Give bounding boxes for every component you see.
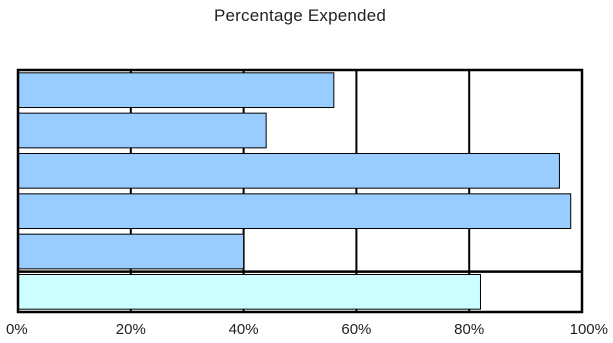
x-tick-label: 20% bbox=[116, 321, 146, 338]
bar bbox=[17, 152, 560, 189]
chart-title: Percentage Expended bbox=[213, 6, 387, 25]
bar bbox=[17, 193, 572, 230]
x-tick-label: 40% bbox=[229, 321, 259, 338]
x-axis-ticks: 0% 20% 40% 60% 80% 100% bbox=[6, 321, 608, 338]
bar bbox=[17, 233, 245, 270]
plot-border bbox=[16, 68, 584, 314]
x-tick-label: 80% bbox=[454, 321, 484, 338]
x-tick-label: 60% bbox=[341, 321, 371, 338]
bars bbox=[17, 72, 572, 310]
bar bbox=[17, 72, 335, 109]
bar bbox=[17, 112, 267, 149]
bar bbox=[17, 273, 481, 310]
x-tick-label: 100% bbox=[570, 321, 608, 338]
x-tick-label: 0% bbox=[6, 321, 28, 338]
plot-frame bbox=[16, 68, 584, 314]
